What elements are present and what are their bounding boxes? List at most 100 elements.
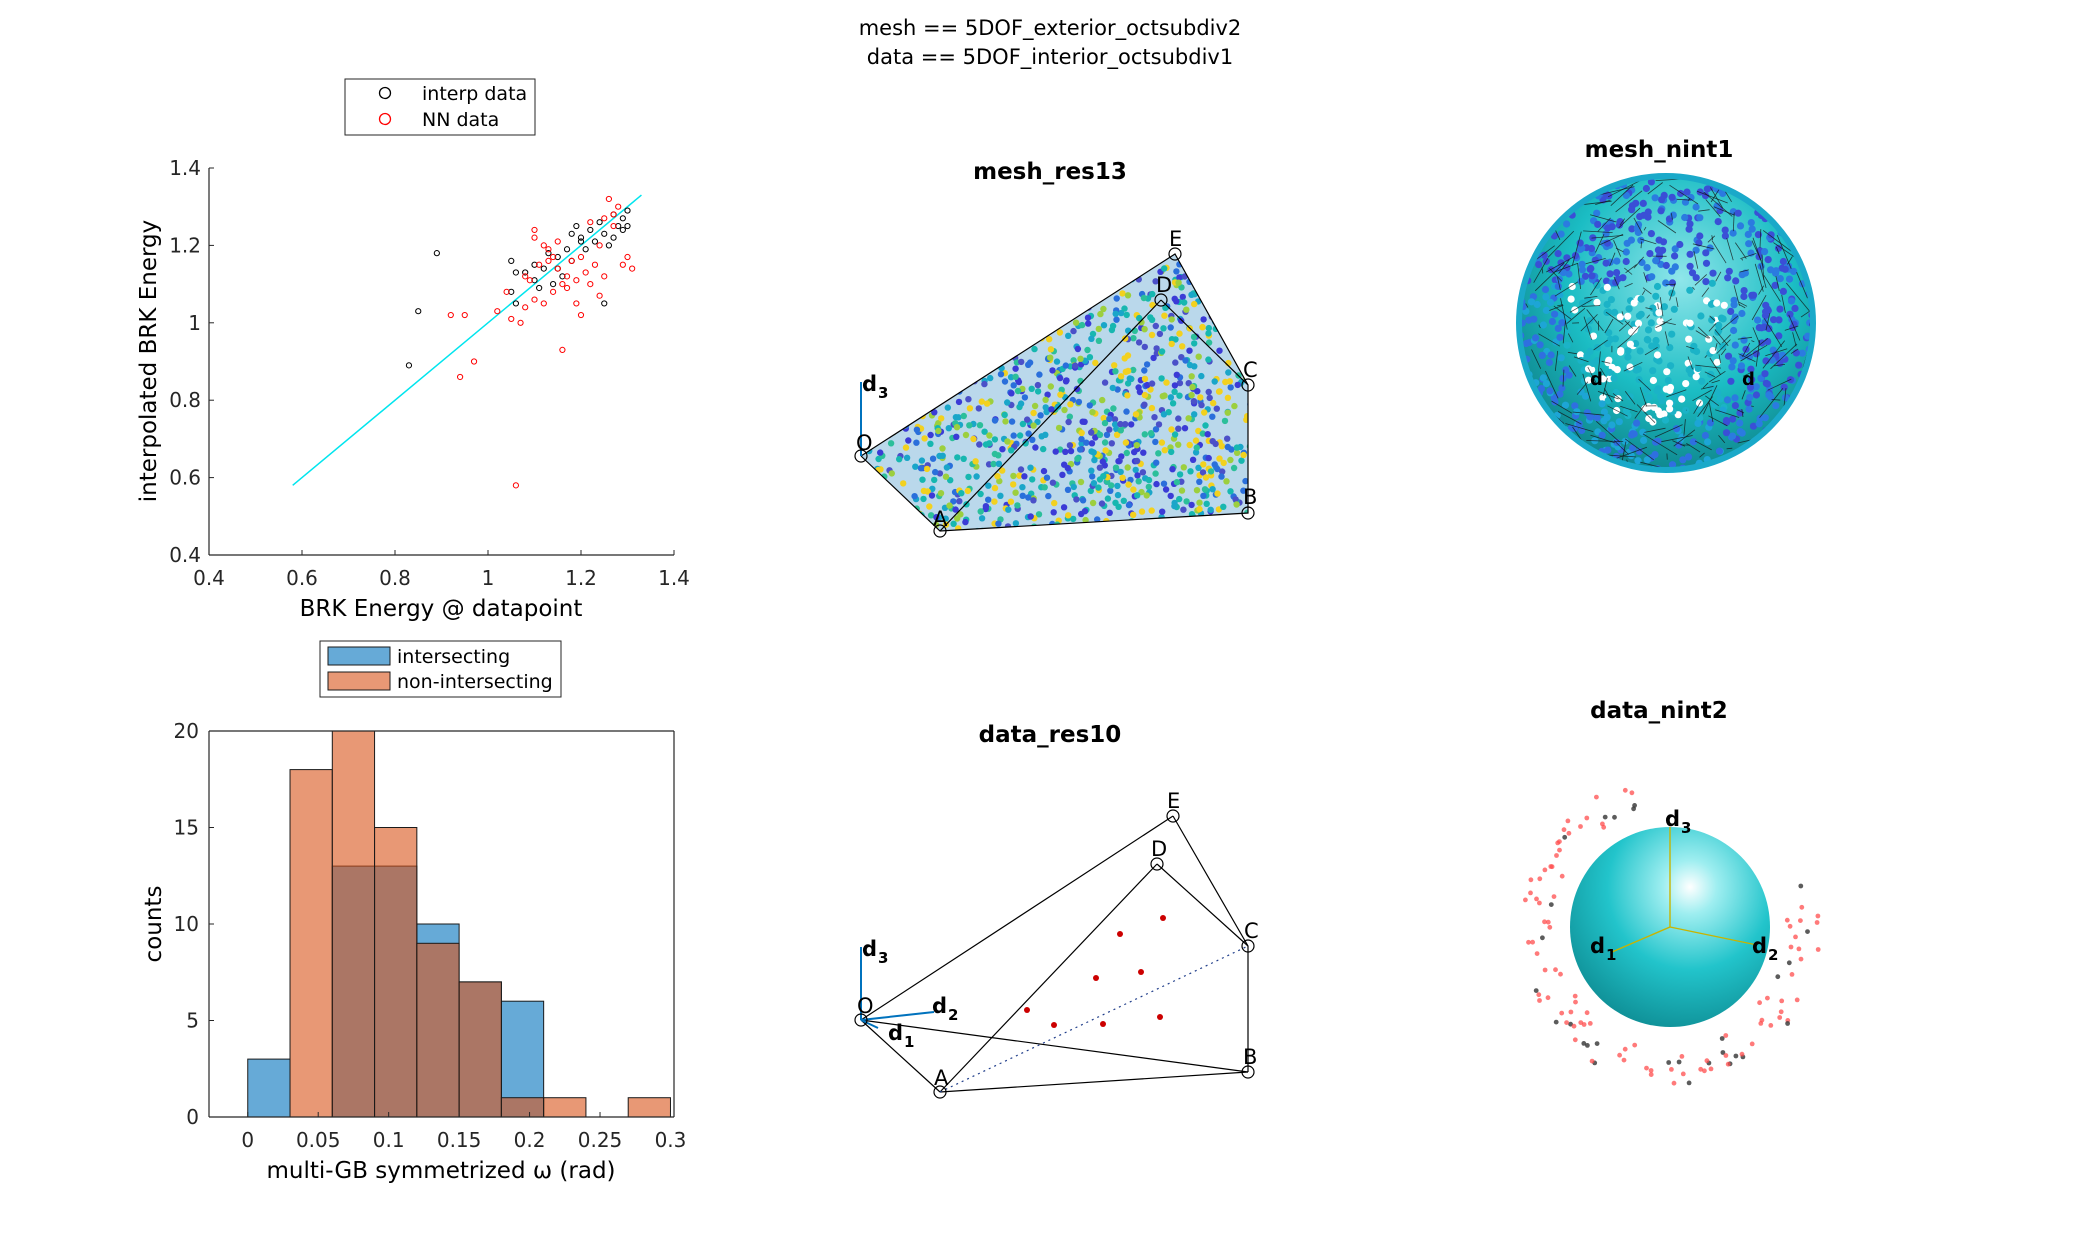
- mesh-point: [1200, 278, 1208, 285]
- mesh-point: [1052, 260, 1059, 267]
- mesh-point: [994, 473, 1001, 480]
- mesh-point: [1196, 505, 1203, 513]
- mesh-nint-point: [1542, 293, 1550, 301]
- mesh-point: [924, 488, 931, 495]
- mesh-nint-point: [1742, 345, 1750, 353]
- mesh-point: [935, 256, 943, 263]
- data-nint-point: [1571, 1023, 1577, 1029]
- mesh-nint-point: [1589, 332, 1598, 340]
- mesh-nint-point: [1652, 257, 1660, 265]
- mesh-point: [988, 364, 995, 371]
- mesh-nint-surface: [1519, 176, 1813, 470]
- mesh-point: [976, 441, 983, 448]
- mesh-point: [1193, 517, 1201, 524]
- mesh-nint-point: [1635, 312, 1643, 320]
- mesh-point: [1058, 294, 1066, 301]
- mesh-nint-edge: [1773, 242, 1798, 260]
- mesh-point: [953, 333, 960, 340]
- mesh-point: [1241, 304, 1248, 311]
- mesh-point: [1072, 277, 1080, 284]
- mesh-point: [971, 330, 978, 337]
- mesh-nint-edge: [1740, 344, 1768, 362]
- mesh-nint-point: [1706, 419, 1715, 427]
- mesh-point: [1208, 296, 1216, 303]
- mesh-point: [1209, 486, 1216, 493]
- mesh-point: [1130, 335, 1137, 342]
- mesh-point: [885, 421, 893, 428]
- mesh-nint-edge: [1790, 348, 1799, 354]
- mesh-point: [875, 494, 883, 501]
- mesh-point: [1223, 478, 1230, 485]
- mesh-point: [870, 501, 877, 509]
- mesh-point: [933, 395, 940, 402]
- mesh-point: [941, 257, 948, 265]
- mesh-nint-point: [1535, 261, 1543, 269]
- mesh-point: [1061, 308, 1068, 315]
- mesh-point: [950, 498, 957, 505]
- mesh-point: [1060, 265, 1068, 272]
- mesh-point: [964, 260, 971, 267]
- mesh-point: [1181, 258, 1189, 266]
- mesh-point: [1214, 296, 1221, 303]
- mesh-point: [1080, 292, 1088, 300]
- mesh-point: [1096, 464, 1104, 471]
- interp-point: [577, 234, 585, 241]
- mesh-point: [903, 310, 911, 317]
- mesh-nint-edge: [1697, 396, 1713, 418]
- data-nint-point: [1719, 1036, 1725, 1041]
- mesh-nint-edge: [1612, 393, 1624, 402]
- mesh-point: [1049, 367, 1056, 374]
- mesh-nint-point: [1612, 388, 1620, 397]
- mesh-point: [1179, 293, 1187, 301]
- data-nint-point: [1530, 939, 1535, 945]
- mesh-point: [916, 382, 923, 389]
- mesh-point: [1055, 247, 1061, 253]
- mesh-nint-point: [1731, 394, 1739, 402]
- mesh-point: [946, 502, 953, 509]
- mesh-nint-edge: [1585, 258, 1606, 265]
- mesh-point: [1052, 448, 1059, 455]
- mesh-point: [1095, 270, 1103, 277]
- data-nint-point: [1584, 1010, 1590, 1016]
- mesh-point: [1141, 391, 1149, 399]
- mesh-point: [1123, 449, 1131, 457]
- mesh-point: [970, 312, 977, 319]
- mesh-point: [1180, 506, 1187, 513]
- mesh-point: [1201, 409, 1208, 416]
- mesh-nint-edge: [1669, 184, 1699, 205]
- data-nint-point: [1785, 1021, 1790, 1026]
- mesh-point: [1155, 450, 1162, 457]
- data-nint-point: [1799, 904, 1805, 910]
- hist-bars: [247, 730, 671, 1118]
- mesh-point: [995, 345, 1003, 352]
- data-nint-point: [1622, 787, 1628, 793]
- mesh-point: [1153, 345, 1160, 352]
- mesh-point: [896, 381, 903, 389]
- mesh-point: [1147, 314, 1154, 321]
- mesh-nint-edge: [1554, 229, 1561, 240]
- mesh-nint-edge: [1661, 435, 1693, 443]
- mesh-point: [1008, 308, 1016, 315]
- mesh-point: [1086, 354, 1094, 361]
- nn-point: [629, 265, 636, 272]
- mesh-point: [1200, 492, 1207, 499]
- nn-point: [563, 273, 571, 280]
- mesh-nint-edge: [1720, 348, 1727, 356]
- mesh-point: [905, 361, 912, 368]
- mesh-nint-point: [1713, 358, 1721, 366]
- mesh-point: [1029, 476, 1036, 483]
- mesh-nint-edge: [1751, 405, 1754, 407]
- mesh-point: [867, 264, 874, 271]
- mesh-point: [864, 520, 871, 528]
- mesh-point: [1176, 471, 1184, 478]
- mesh-point: [1123, 408, 1130, 415]
- data-nint-point: [1644, 1065, 1649, 1071]
- mesh-point: [1147, 254, 1154, 260]
- mesh-nint-point: [1584, 376, 1593, 384]
- mesh-point: [1191, 300, 1198, 308]
- mesh-point: [1033, 527, 1040, 531]
- mesh-point: [913, 439, 920, 446]
- mesh-point: [890, 259, 897, 267]
- nn-point: [536, 261, 543, 268]
- mesh-nint-point: [1713, 202, 1721, 210]
